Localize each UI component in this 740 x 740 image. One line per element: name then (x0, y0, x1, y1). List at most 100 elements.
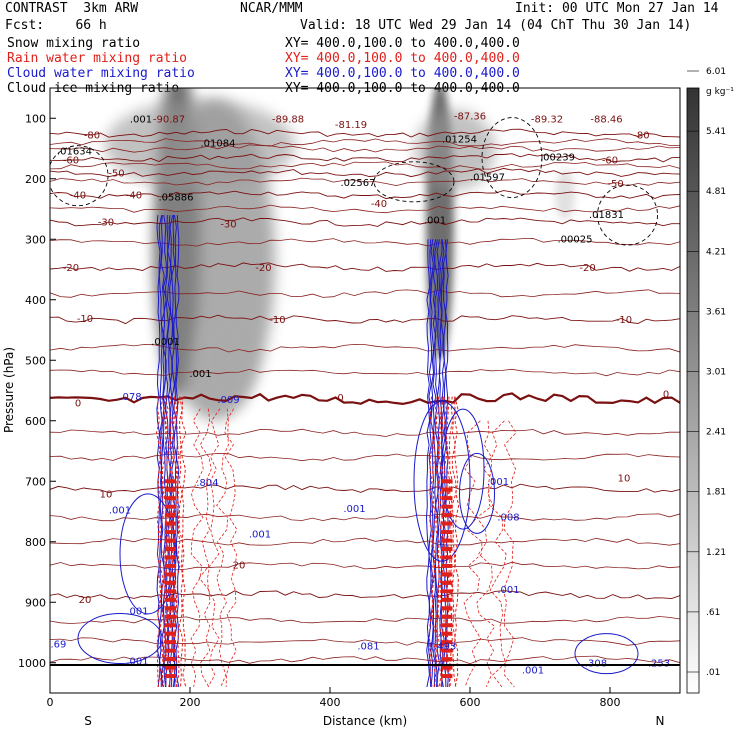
extremum-label: .001 (249, 530, 271, 541)
colorbar-bar (686, 87, 700, 694)
hydrometeor-contour (155, 396, 162, 688)
isotherm-label: -50 (108, 169, 124, 180)
extremum-label: .01634 (57, 147, 92, 158)
isotherm-label: -60 (602, 155, 618, 166)
isotherm-line (50, 262, 680, 272)
extremum-label: .001 (487, 477, 509, 488)
forecast-hour: Fcst: 66 h (5, 18, 107, 33)
y-tick-label: 200 (25, 173, 46, 186)
isotherm-line (50, 343, 680, 353)
colorbar-unit: g kg⁻¹ (706, 87, 734, 97)
isotherm-label: -20 (255, 263, 271, 274)
hydrometeor-contour (224, 408, 238, 688)
init-time: Init: 00 UTC Mon 27 Jan 14 (515, 1, 719, 16)
isotherm-line (50, 204, 680, 214)
extremum-label: .001 (126, 606, 148, 617)
colorbar-tick-label: 3.61 (706, 307, 726, 317)
isotherm-label: -80 (84, 131, 100, 142)
center-label: NCAR/MMM (240, 1, 303, 16)
isotherm-line (50, 177, 680, 187)
colorbar-tick-label: 4.21 (706, 247, 726, 257)
axes: 0 200 400 600 800100200300400500600700800900… (18, 112, 621, 709)
y-tick-label: 600 (25, 415, 46, 428)
isotherm-label: -30 (98, 218, 114, 229)
extremum-label: .001 (497, 585, 519, 596)
cloud-water-contour (459, 452, 495, 534)
field-cloud-water-label: Cloud water mixing ratio (7, 66, 195, 81)
colorbar-tick-label: .01 (706, 668, 720, 678)
field-cloud-water-xy: XY= 400.0,100.0 to 400.0,400.0 (285, 66, 520, 81)
y-tick-label: 800 (25, 536, 46, 549)
extremum-label: -90.87 (153, 114, 185, 125)
cloud-water-contour (441, 408, 485, 530)
hydrometeor-contour (451, 396, 457, 688)
isotherm-label: 10 (618, 474, 631, 485)
extremum-label: -89.32 (531, 114, 563, 125)
cloud-ice-contour (373, 161, 455, 203)
hydrometeor-contour (476, 420, 496, 688)
isotherm-label: -30 (220, 220, 236, 231)
cloud-water-contour (413, 400, 471, 562)
x-tick-label: 0 (47, 696, 54, 709)
isotherm-line (50, 590, 680, 600)
x-axis-title: Distance (km) (323, 714, 407, 728)
colorbar-tick-label: 3.01 (706, 368, 726, 378)
hydrometeor-contour (463, 420, 483, 688)
isotherm-label: 20 (79, 595, 92, 606)
hydrometeor-contour (434, 396, 440, 688)
hydrometeor-contour (181, 396, 187, 688)
cloud-ice-contour (50, 145, 109, 207)
colorbar-tick-label: 2.41 (706, 428, 726, 438)
isotherm-line (50, 138, 680, 147)
cloud-ice-contour (597, 184, 658, 246)
extremum-label: .078 (119, 392, 141, 403)
snow-plume-left-tail (195, 310, 255, 410)
hydrometeor-contour (190, 408, 204, 688)
hydrometeor-contour (175, 396, 181, 688)
extremum-label: .01254 (442, 134, 477, 145)
extremum-label: .05886 (159, 193, 194, 204)
hydrometeor-contours (50, 117, 658, 688)
isotherm-line (50, 537, 680, 546)
isotherm-label: -20 (579, 263, 595, 274)
y-tick-label: 900 (25, 596, 46, 609)
extremum-label: .308 (585, 658, 607, 669)
y-tick-label: 1000 (18, 657, 46, 670)
hydrometeor-contour (216, 408, 229, 688)
isotherm-line (50, 217, 680, 227)
isotherm-line (50, 483, 680, 493)
hydrometeor-contour (156, 215, 161, 688)
extremum-label: .008 (497, 513, 519, 524)
extremum-label: .01084 (201, 139, 236, 150)
isotherm-line (50, 314, 680, 325)
hydrometeor-contour (162, 215, 167, 688)
colorbar-tick-label: 5.41 (706, 127, 726, 137)
x-tick-label: 200 (180, 696, 201, 709)
isotherm-label: -20 (63, 263, 79, 274)
x-tick-label: 400 (320, 696, 341, 709)
hydrometeor-contour (454, 396, 460, 688)
isotherm-label: -10 (269, 315, 285, 326)
isotherm-line (50, 161, 680, 170)
extremum-label: .00025 (558, 234, 593, 245)
isotherm-line (50, 289, 680, 298)
isotherm-line (50, 561, 680, 571)
colorbar-tick-label: 1.21 (706, 548, 726, 558)
cloud-water-contour (119, 493, 177, 615)
contour-labels: -80-60-50-40 -40-30 -30-20 -20-10 -100 010202… (50, 111, 670, 676)
isotherm-line (50, 428, 680, 437)
isotherm-line (50, 637, 680, 646)
extremum-label: .804 (196, 478, 218, 489)
extremum-label: .02567 (341, 178, 376, 189)
extremum-label: .253 (648, 658, 670, 669)
extremum-label: -87.36 (454, 111, 486, 122)
isotherm-label: -10 (616, 315, 632, 326)
colorbar-tick-label: 6.01 (706, 67, 726, 77)
isotherm-label: 20 (233, 561, 246, 572)
isotherm-line (50, 144, 680, 153)
hydrometeor-contour (207, 408, 221, 688)
snow-plume-right-far (555, 170, 575, 220)
extremum-label: .01831 (589, 210, 624, 221)
extremum-label: .081 (357, 641, 379, 652)
